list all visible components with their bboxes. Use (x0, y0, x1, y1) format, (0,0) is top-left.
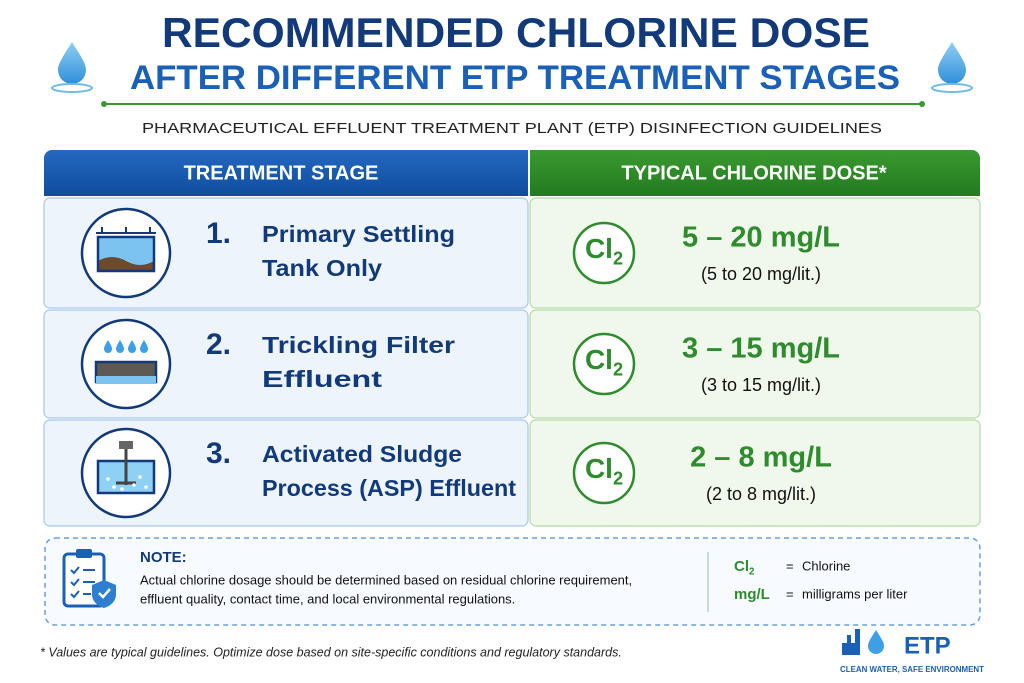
tank-sludge (98, 257, 154, 271)
note-text: Actual chlorine dosage should be determi… (140, 572, 632, 587)
bubble (120, 487, 124, 491)
formula: Cl2 (585, 344, 623, 379)
formula-base: Cl (585, 453, 613, 484)
bubble (132, 483, 136, 487)
formula-circle (572, 221, 636, 285)
legend-meaning: milligrams per liter (802, 586, 908, 601)
formula: mg/L (734, 586, 770, 603)
formula-base: Cl (585, 344, 613, 375)
subtitle: PHARMACEUTICAL EFFLUENT TREATMENT PLANT … (142, 120, 882, 137)
logo-icon (842, 629, 884, 655)
dose-alt: (5 to 20 mg/lit.) (701, 264, 821, 284)
bubble (112, 485, 116, 489)
dose-cell (529, 197, 981, 309)
mixer (116, 445, 136, 485)
bubble (144, 485, 148, 489)
note-box (44, 537, 981, 626)
logo-name: ETP (904, 632, 951, 659)
dose: 5 – 20 mg/L (682, 222, 840, 254)
logo-tagline: CLEAN WATER, SAFE ENVIRONMENT (840, 665, 984, 674)
dose: 3 – 15 mg/L (682, 333, 840, 365)
drip (104, 340, 112, 353)
stage-number: 2. (206, 328, 231, 361)
formula-circle (572, 332, 636, 396)
bubble (138, 475, 142, 479)
legend-meaning: Chlorine (802, 558, 850, 573)
stage-icon (96, 441, 156, 495)
header-cell (44, 150, 528, 196)
stage-name: Tank Only (262, 255, 382, 281)
dose: 2 – 8 mg/L (690, 442, 832, 474)
column-header: TYPICAL CHLORINE DOSE* (621, 162, 886, 184)
drop-icon (931, 42, 973, 93)
divider-dot (919, 101, 925, 107)
formula-base: Cl (734, 558, 749, 575)
mixer-motor (119, 441, 133, 449)
footnote: * Values are typical guidelines. Optimiz… (40, 645, 622, 659)
formula: Cl2 (585, 453, 623, 488)
drip (116, 340, 124, 353)
formula: Cl2 (585, 233, 623, 268)
stage-cell (43, 197, 529, 309)
formula-base: Cl (585, 233, 613, 264)
dose-alt: (3 to 15 mg/lit.) (701, 375, 821, 395)
divider-dot (101, 101, 107, 107)
drip (128, 340, 136, 353)
drop-icon (51, 42, 93, 93)
stage-icon (96, 227, 156, 273)
stage-name: Process (ASP) Effluent (262, 475, 516, 501)
dose-cell (529, 309, 981, 419)
stage-name: Primary Settling (262, 221, 455, 247)
stage-name: Activated Sludge (262, 441, 462, 467)
formula-sub: 2 (613, 359, 623, 379)
stage-number: 3. (206, 437, 231, 470)
column-header: TREATMENT STAGE (184, 162, 379, 184)
legend-separator: = (786, 586, 794, 601)
note-heading: NOTE: (140, 549, 187, 566)
formula-base: mg/L (734, 586, 770, 603)
formula: Cl2 (734, 558, 755, 577)
formula-circle (572, 441, 636, 505)
stage-name: Effluent (262, 366, 382, 392)
note-text: effluent quality, contact time, and loca… (140, 591, 515, 606)
tank-rail (96, 227, 156, 234)
stage-number: 1. (206, 217, 231, 250)
tank-wall (96, 235, 156, 273)
checklist-icon (62, 549, 116, 608)
stage-cell (43, 309, 529, 419)
bubble (106, 477, 110, 481)
formula-sub: 2 (613, 468, 623, 488)
title: AFTER DIFFERENT ETP TREATMENT STAGES (130, 59, 900, 97)
stage-name: Trickling Filter (262, 332, 455, 358)
dose-alt: (2 to 8 mg/lit.) (706, 484, 816, 504)
drip (140, 340, 148, 353)
header-cell (530, 150, 980, 196)
filter-water (96, 376, 156, 384)
stage-cell (43, 419, 529, 527)
legend-separator: = (786, 558, 794, 573)
dose-cell (529, 419, 981, 527)
formula-sub: 2 (613, 248, 623, 268)
formula-sub: 2 (749, 566, 755, 577)
title: RECOMMENDED CHLORINE DOSE (162, 9, 870, 56)
stage-icon (94, 340, 158, 384)
